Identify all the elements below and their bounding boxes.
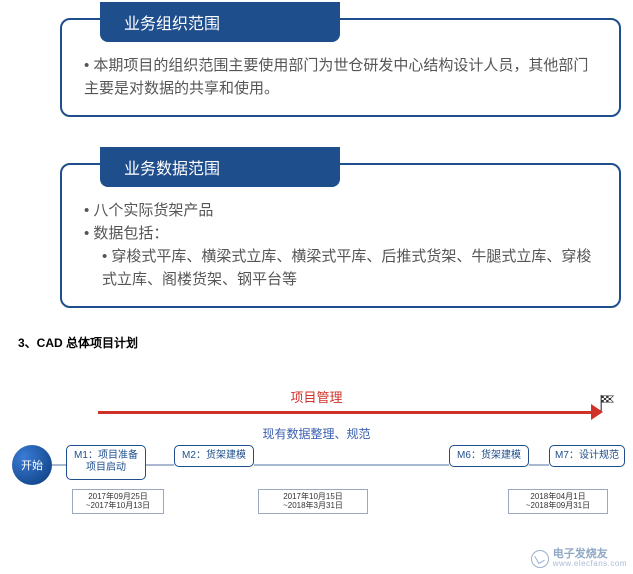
date-box: 2017年09月25日~2017年10月13日	[72, 489, 164, 514]
card-title-badge: 业务组织范围	[100, 2, 340, 42]
card-sub-bullet: 穿梭式平库、横梁式立库、横梁式平库、后推式货架、牛腿式立库、穿梭式立库、阁楼货架…	[102, 245, 601, 292]
card-bullet: 本期项目的组织范围主要使用部门为世仓研发中心结构设计人员，其他部门主要是对数据的…	[84, 54, 601, 101]
flag-icon	[597, 395, 617, 411]
timeline: 项目管理 现有数据整理、规范 开始 M1：项目准备项目启动 M2：货架建模 M6…	[8, 375, 625, 515]
date-box: 2017年10月15日~2018年3月31日	[258, 489, 368, 514]
card-title: 业务组织范围	[124, 16, 220, 33]
card-bullet: 数据包括：	[84, 222, 601, 245]
card-title-badge: 业务数据范围	[100, 147, 340, 187]
date-box: 2018年04月1日~2018年09月31日	[508, 489, 608, 514]
card-body: 八个实际货架产品 数据包括： 穿梭式平库、横梁式立库、横梁式平库、后推式货架、牛…	[84, 199, 601, 292]
watermark-line2: www.elecfans.com	[553, 560, 627, 568]
data-cleanup-label: 现有数据整理、规范	[8, 425, 625, 442]
pm-label: 项目管理	[8, 387, 625, 406]
connector-line	[52, 464, 66, 466]
connector-line	[146, 464, 174, 466]
scope-card-org: 业务组织范围 本期项目的组织范围主要使用部门为世仓研发中心结构设计人员，其他部门…	[60, 18, 621, 117]
start-label: 开始	[21, 457, 43, 473]
connector-line	[254, 464, 449, 466]
watermark-text: 电子发烧友 www.elecfans.com	[553, 549, 627, 568]
milestone-box: M2：货架建模	[174, 445, 254, 468]
milestone-row: 开始 M1：项目准备项目启动 M2：货架建模 M6：货架建模 M7：设计规范	[8, 445, 625, 485]
watermark-icon	[531, 550, 549, 568]
connector-line	[529, 464, 549, 466]
watermark: 电子发烧友 www.elecfans.com	[531, 549, 627, 568]
card-title: 业务数据范围	[124, 161, 220, 178]
timeline-arrow-line	[98, 411, 595, 414]
card-bullet: 八个实际货架产品	[84, 199, 601, 222]
milestone-box: M6：货架建模	[449, 445, 529, 468]
watermark-line1: 电子发烧友	[553, 549, 627, 560]
milestone-box: M1：项目准备项目启动	[66, 445, 146, 480]
section-label: 3、CAD 总体项目计划	[18, 334, 633, 351]
scope-card-data: 业务数据范围 八个实际货架产品 数据包括： 穿梭式平库、横梁式立库、横梁式平库、…	[60, 163, 621, 308]
start-node: 开始	[12, 445, 52, 485]
card-body: 本期项目的组织范围主要使用部门为世仓研发中心结构设计人员，其他部门主要是对数据的…	[84, 54, 601, 101]
milestone-box: M7：设计规范	[549, 445, 625, 468]
